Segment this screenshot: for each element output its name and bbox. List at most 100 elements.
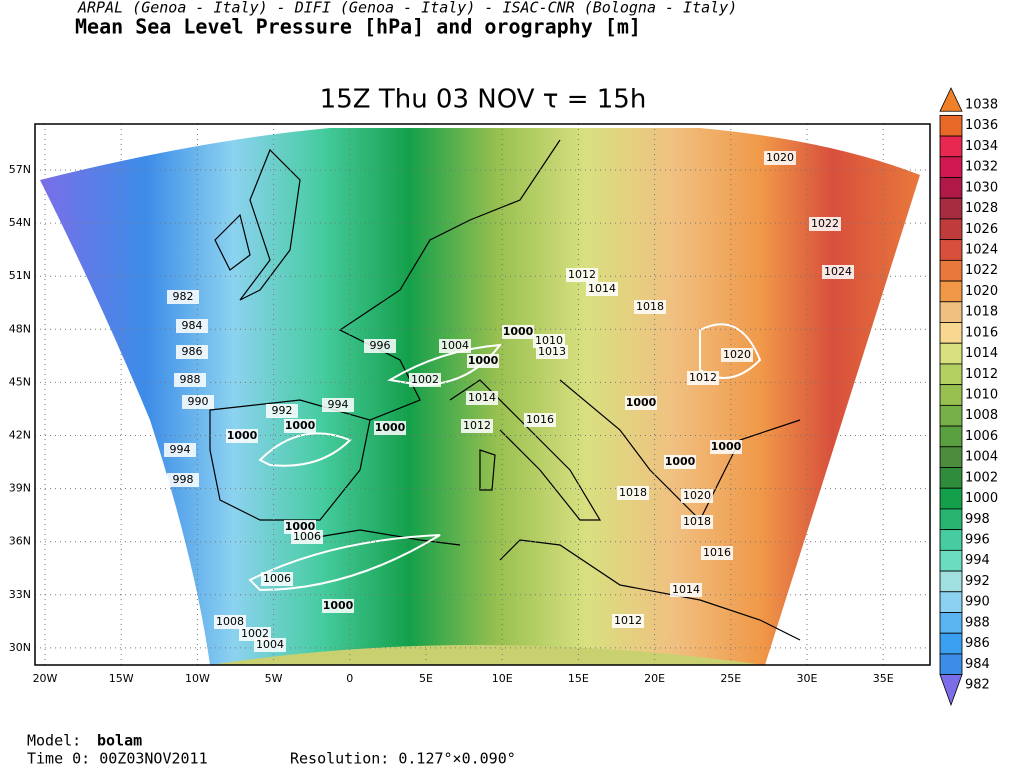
contour-label-bg <box>701 546 733 560</box>
lat-label: 30N <box>9 641 31 654</box>
contour-label: 1018 <box>683 515 711 528</box>
contour-label-bg <box>261 572 293 586</box>
contour-label-bg <box>182 395 214 409</box>
contour-label: 988 <box>180 373 201 386</box>
contour-label: 1012 <box>568 268 596 281</box>
colorbar-arrow <box>939 674 963 707</box>
colorbar-label: 1034 <box>965 139 998 154</box>
map-title: 15Z Thu 03 NOV τ = 15h <box>320 85 647 115</box>
colorbar-label: 982 <box>965 678 990 693</box>
colorbar-label: 1014 <box>965 346 998 361</box>
colorbar-box <box>939 425 963 448</box>
lat-label: 42N <box>9 429 31 442</box>
contour-label-bg <box>687 371 719 385</box>
contour-label: 986 <box>182 345 203 358</box>
contour-label: 996 <box>370 339 391 352</box>
colorbar-box <box>939 177 963 199</box>
lon-label: 20E <box>644 672 665 685</box>
lon-label: 0 <box>346 672 353 685</box>
contour-label-bg <box>612 614 644 628</box>
contour-label-bg <box>524 413 556 427</box>
contour-label-bg <box>586 282 618 296</box>
colorbar-label: 1028 <box>965 201 998 216</box>
colorbar-label: 986 <box>965 636 990 651</box>
contour-label: 1008 <box>216 615 244 628</box>
contour-label-bg <box>167 473 199 487</box>
contour-label: 984 <box>182 319 203 332</box>
lat-label: 33N <box>9 588 31 601</box>
colorbar-label: 1002 <box>965 470 998 485</box>
colorbar-box <box>939 404 963 427</box>
contour-labels: 9829849869889909929949989969941000100010… <box>164 151 854 652</box>
colorbar-label: 1000 <box>965 491 998 506</box>
contour-label-bg <box>809 217 841 231</box>
contour-label-bg <box>533 334 565 348</box>
model-label: Model: <box>27 732 81 750</box>
contour-label-bg <box>439 339 471 353</box>
colorbar-label: 1020 <box>965 284 998 299</box>
colorbar-label: 1022 <box>965 263 998 278</box>
lon-label: 25E <box>720 672 741 685</box>
colorbar-box <box>939 446 963 468</box>
colorbar-box <box>939 653 963 676</box>
colorbar-box <box>939 301 963 323</box>
colorbar-box <box>939 467 963 489</box>
colorbar-label: 1016 <box>965 325 998 340</box>
contour-label: 992 <box>272 404 293 417</box>
contour-label-bg <box>502 325 534 339</box>
colorbar-box <box>939 114 963 137</box>
contour-label: 1002 <box>241 627 269 640</box>
contour-label-bg <box>822 265 854 279</box>
contour-label: 1024 <box>824 265 852 278</box>
lon-label: 20W <box>33 672 58 685</box>
contour-label: 1016 <box>526 413 554 426</box>
colorbar-label: 990 <box>965 595 990 610</box>
contour-label: 1012 <box>689 371 717 384</box>
institutions: ARPAL (Genoa - Italy) - DIFI (Genoa - It… <box>77 0 737 17</box>
contour-label: 1004 <box>441 339 469 352</box>
contour-label: 1000 <box>626 396 657 409</box>
pressure-field-south <box>210 645 765 665</box>
contour-label: 1000 <box>503 325 534 338</box>
lat-label: 36N <box>9 535 31 548</box>
colorbar-label: 1036 <box>965 118 998 133</box>
contour-label-bg <box>681 489 713 503</box>
colorbar-label: 998 <box>965 512 990 527</box>
contour-label-bg <box>374 421 406 435</box>
lon-label: 15E <box>568 672 589 685</box>
contour-label: 1022 <box>811 217 839 230</box>
contour-label: 1012 <box>463 419 491 432</box>
contour-label: 1000 <box>665 455 696 468</box>
contour-label: 994 <box>328 398 349 411</box>
colorbar-label: 1026 <box>965 222 998 237</box>
contour-label-bg <box>176 345 208 359</box>
colorbar-label: 984 <box>965 657 990 672</box>
contour-label-bg <box>625 396 657 410</box>
model-name: bolam <box>97 732 142 750</box>
contour-label: 1014 <box>672 583 700 596</box>
colorbar-box <box>939 239 963 261</box>
contour-label-bg <box>226 429 258 443</box>
contour-label-bg <box>364 339 396 353</box>
lat-label: 45N <box>9 375 31 388</box>
colorbar-label: 1008 <box>965 408 998 423</box>
contour-label-bg <box>466 391 498 405</box>
contour-label: 990 <box>188 395 209 408</box>
lon-label: 5W <box>265 672 283 685</box>
contour-label: 998 <box>173 473 194 486</box>
contour-label-bg <box>710 440 742 454</box>
lon-label: 10W <box>185 672 210 685</box>
contour-label: 1014 <box>588 282 616 295</box>
colorbar-box <box>939 218 963 241</box>
contour-label: 1000 <box>375 421 406 434</box>
contour-label: 982 <box>173 290 194 303</box>
colorbar-box <box>939 259 963 282</box>
colorbar-label: 992 <box>965 574 990 589</box>
contour-label-bg <box>174 373 206 387</box>
contour-label-bg <box>670 583 702 597</box>
contour-label-bg <box>284 419 316 433</box>
axes: 57N 54N 51N 48N 45N 42N 39N 36N 33N 30N 20W 15W 10W 5… <box>9 163 894 685</box>
lon-label: 5E <box>419 672 433 685</box>
contour-label-bg <box>721 348 753 362</box>
colorbar-label: 1038 <box>965 98 998 113</box>
